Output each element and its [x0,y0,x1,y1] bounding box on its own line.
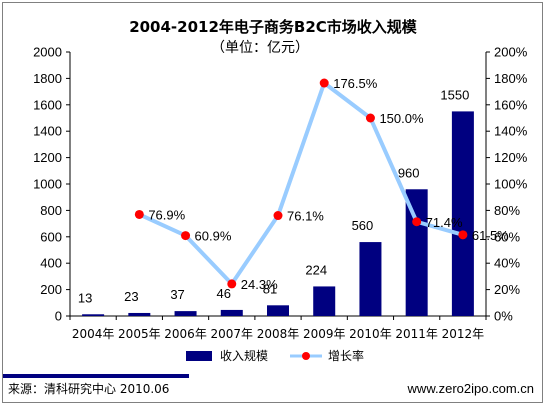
bar-value-label: 960 [398,165,420,180]
bar [267,305,289,316]
left-tick-label: 200 [40,282,62,297]
rate-point [365,113,375,123]
website: www.zero2ipo.com.cn [407,381,534,396]
rate-value-label: 150.0% [379,111,424,126]
rate-point [181,231,191,241]
right-tick-label: 120% [494,150,528,165]
legend: 收入规模 增长率 [186,348,364,363]
rate-series [134,78,468,289]
left-tick-label: 0 [55,309,62,324]
rate-point [227,279,237,289]
rate-value-label: 71.4% [426,215,463,230]
rate-value-label: 61.5% [472,228,509,243]
right-tick-label: 0% [494,309,513,324]
bar [82,314,105,316]
left-tick-label: 1800 [33,71,62,86]
legend-line-label: 增长率 [328,348,364,363]
left-tick-label: 800 [40,203,62,218]
rate-labels: 76.9% 60.9% 24.3% 76.1% 176.5% 150.0% 71.4% 61.… [148,76,509,292]
x-axis: 2004年 2005年 2006年 2007年 2008年 2009年 2010年 2011年… [69,315,487,341]
rate-value-label: 24.3% [241,277,278,292]
left-tick-label: 1600 [33,97,62,112]
right-y-axis: 0% 20% 40% 60% 80% 100% 120% 140% 160% 180% 200% [485,45,528,324]
bar [174,311,197,316]
x-tick-label: 2004年 [72,327,115,341]
right-tick-label: 200% [494,45,528,60]
legend-marker-swatch [302,352,310,360]
bar-value-label: 37 [170,287,184,302]
right-tick-label: 20% [494,282,520,297]
bar-value-label: 1550 [440,87,469,102]
right-tick-label: 180% [494,71,528,86]
rate-line [138,81,464,286]
left-tick-label: 1000 [33,177,62,192]
chart-title: 2004-2012年电子商务B2C市场收入规模 [129,18,418,36]
bar [359,242,382,316]
x-tick-label: 2011年 [395,327,438,341]
rate-point [134,209,144,219]
rate-point [458,230,468,240]
right-tick-label: 140% [494,124,528,139]
rate-value-label: 60.9% [195,229,232,244]
x-tick-label: 2006年 [164,327,207,341]
x-tick-label: 2009年 [303,327,346,341]
x-tick-label: 2012年 [442,327,485,341]
x-tick-label: 2005年 [118,327,161,341]
right-tick-label: 160% [494,97,528,112]
rate-value-label: 76.1% [287,209,324,224]
legend-bar-label: 收入规模 [220,348,268,363]
bar [313,286,336,316]
x-tick-label: 2007年 [211,327,254,341]
bar-value-label: 224 [305,262,327,277]
bar [128,312,151,316]
left-tick-label: 1400 [33,124,62,139]
left-y-axis: 0 200 400 600 800 1000 1200 1400 1600 1800 2000 [33,45,71,324]
footer-rule [3,374,189,378]
bar-value-label: 560 [352,218,374,233]
bar-series [82,111,474,317]
right-tick-label: 80% [494,203,520,218]
rate-value-label: 76.9% [148,207,185,222]
left-tick-label: 600 [40,229,62,244]
bar [220,309,243,316]
x-tick-label: 2008年 [257,327,300,341]
bar-labels: 13 23 37 46 81 224 560 960 1550 [78,87,469,305]
rate-point [273,211,283,221]
bar-value-label: 23 [124,289,138,304]
x-tick-label: 2010年 [349,327,392,341]
bar [451,111,474,317]
rate-point [319,78,329,88]
source-note: 来源：清科研究中心 2010.06 [8,381,169,396]
bar-value-label: 46 [217,286,231,301]
left-tick-label: 1200 [33,150,62,165]
legend-bar-swatch [186,351,212,361]
rate-point [412,217,422,227]
left-tick-label: 2000 [33,45,62,60]
right-tick-label: 100% [494,177,528,192]
right-tick-label: 60% [494,229,520,244]
bar-value-label: 81 [263,281,277,296]
right-tick-label: 40% [494,256,520,271]
bar-value-label: 13 [78,290,92,305]
left-tick-label: 400 [40,256,62,271]
bar [405,189,428,316]
chart-subtitle: （单位：亿元） [211,40,309,56]
rate-value-label: 176.5% [333,76,378,91]
